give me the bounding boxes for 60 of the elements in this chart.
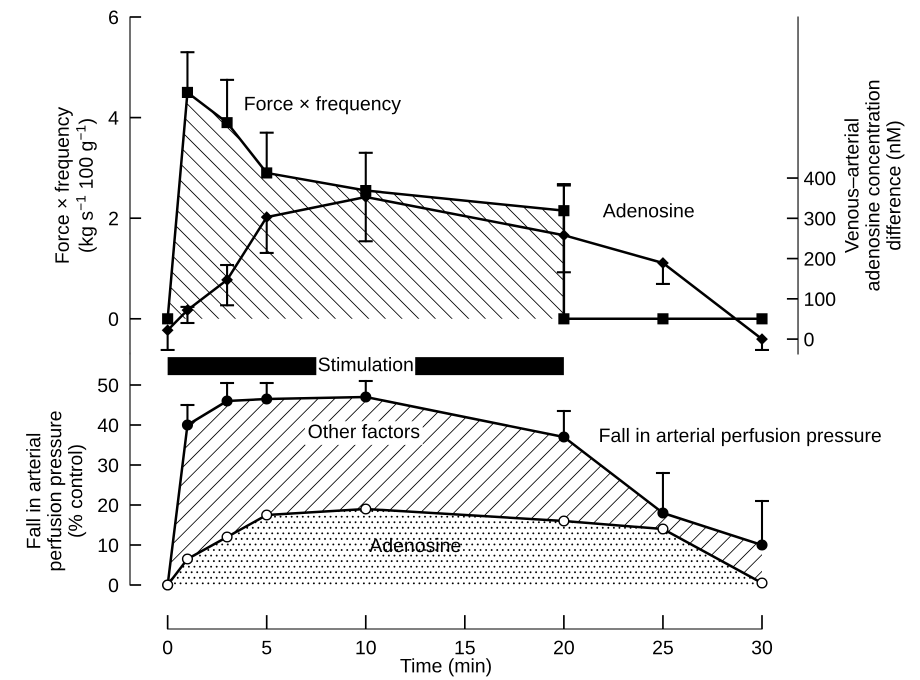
point <box>756 333 768 345</box>
series-label: Force × frequency <box>245 96 401 114</box>
y-axis-title: Force × frequency (kg s$^{−1}$ 100 g$^{−1}$) <box>54 106 97 263</box>
y2-tick-label: 200 <box>804 252 836 266</box>
point <box>222 395 233 407</box>
y-tick-label: 0 <box>108 312 118 326</box>
y-tick-label: 40 <box>98 418 118 432</box>
point <box>182 86 194 98</box>
y-axis-title: Fall in arterial perfusion pressure (% control) <box>26 411 86 570</box>
x-tick-label: 5 <box>262 640 272 654</box>
point <box>162 324 174 336</box>
series-label: Adenosine <box>602 203 694 218</box>
point <box>182 419 194 431</box>
point <box>756 313 768 324</box>
x-tick-label: 30 <box>752 640 772 654</box>
x-tick-label: 25 <box>653 640 673 654</box>
series-label: Adenosine <box>369 538 460 552</box>
point <box>558 313 570 324</box>
y-tick-label: 50 <box>98 378 118 392</box>
point <box>657 507 668 519</box>
point <box>221 274 233 286</box>
point <box>261 509 272 521</box>
y2-tick-label: 400 <box>804 172 836 186</box>
x-axis-title: Time (min) <box>400 658 491 676</box>
y-tick-label: 6 <box>109 10 118 24</box>
point <box>558 431 570 443</box>
point <box>756 577 768 589</box>
point <box>162 313 174 324</box>
point <box>558 230 570 241</box>
y2-tick-label: 0 <box>804 332 814 346</box>
annotation: Other factors <box>308 424 420 438</box>
point <box>261 393 272 405</box>
y2-tick-label: 100 <box>805 292 836 306</box>
y-tick-label: 30 <box>98 458 118 472</box>
point <box>261 167 272 178</box>
x-tick-label: 20 <box>554 640 574 654</box>
series-label: Fall in arterial perfusion pressure <box>600 428 881 446</box>
point <box>657 523 668 535</box>
x-tick-label: 0 <box>162 640 172 654</box>
y2-tick-label: 300 <box>804 212 836 226</box>
y-tick-label: 4 <box>108 111 118 125</box>
x-tick-label: 15 <box>455 640 475 654</box>
point <box>756 539 768 551</box>
y2-axis-title: Venous–arterial adenosine concentration difference (nM) <box>844 80 904 291</box>
point <box>657 313 668 324</box>
point <box>261 212 272 223</box>
point <box>222 531 233 543</box>
point <box>182 304 194 316</box>
y-tick-label: 10 <box>98 538 118 552</box>
y-tick-label: 20 <box>98 498 118 512</box>
point <box>657 257 669 269</box>
point <box>360 503 372 515</box>
point <box>222 117 233 128</box>
point <box>360 391 372 403</box>
y-tick-label: 0 <box>108 578 118 592</box>
y-tick-label: 2 <box>109 212 118 226</box>
band-label: Stimulation <box>318 357 413 372</box>
x-tick-label: 10 <box>356 640 376 654</box>
point <box>182 553 194 565</box>
point <box>558 515 570 527</box>
